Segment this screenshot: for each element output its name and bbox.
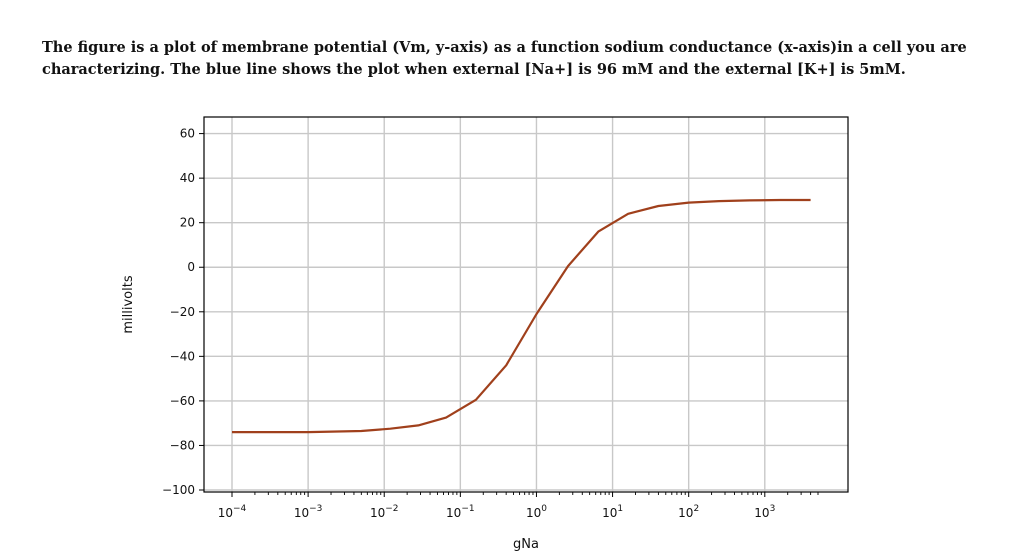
y-tick-label: −20 bbox=[170, 305, 195, 319]
plot-frame bbox=[203, 116, 849, 493]
y-axis-ticks: 60 40 20 0 −20 −40 −60 −80 −100 bbox=[162, 127, 204, 497]
x-tick-label: 101 bbox=[602, 504, 623, 520]
x-tick-exponent: −1 bbox=[461, 504, 474, 514]
x-tick-base: 10 bbox=[370, 506, 385, 520]
x-tick-exponent: 1 bbox=[617, 504, 623, 514]
x-tick-base: 10 bbox=[602, 506, 617, 520]
y-axis-label: millivolts bbox=[121, 275, 136, 333]
x-tick-label: 102 bbox=[678, 504, 699, 520]
x-tick-label: 100 bbox=[526, 504, 547, 520]
x-tick-label: 103 bbox=[754, 504, 775, 520]
x-tick-exponent: 2 bbox=[693, 504, 699, 514]
question-text: The figure is a plot of membrane potenti… bbox=[42, 37, 1002, 81]
x-tick-base: 10 bbox=[294, 506, 309, 520]
x-tick-label: 10−1 bbox=[446, 504, 475, 520]
x-tick-base: 10 bbox=[218, 506, 233, 520]
x-tick-base: 10 bbox=[446, 506, 461, 520]
x-axis-label: gNa bbox=[513, 537, 539, 552]
x-tick-exponent: −2 bbox=[385, 504, 398, 514]
y-tick-label: 0 bbox=[187, 260, 195, 274]
series-line bbox=[232, 198, 811, 434]
x-tick-exponent: −3 bbox=[309, 504, 322, 514]
x-tick-base: 10 bbox=[526, 506, 541, 520]
y-tick-label: −80 bbox=[170, 438, 195, 452]
x-tick-base: 10 bbox=[678, 506, 693, 520]
x-tick-label: 10−4 bbox=[218, 504, 247, 520]
y-tick-label: −40 bbox=[170, 349, 195, 363]
x-tick-label: 10−2 bbox=[370, 504, 399, 520]
x-tick-base: 10 bbox=[754, 506, 769, 520]
series-lines bbox=[232, 198, 811, 434]
question-line-2: characterizing. The blue line shows the … bbox=[42, 61, 906, 78]
y-tick-label: −60 bbox=[170, 394, 195, 408]
x-tick-exponent: 3 bbox=[770, 504, 776, 514]
y-tick-label: 60 bbox=[180, 127, 195, 141]
x-tick-label: 10−3 bbox=[294, 504, 323, 520]
x-tick-exponent: −4 bbox=[233, 504, 247, 514]
y-tick-label: 40 bbox=[180, 171, 195, 185]
question-line-1: The figure is a plot of membrane potenti… bbox=[42, 39, 967, 56]
x-axis-ticks: 10−4 10−3 10−2 10−1 100 101 102 103 bbox=[218, 492, 775, 520]
y-tick-label: −100 bbox=[162, 483, 195, 497]
y-tick-label: 20 bbox=[180, 216, 195, 230]
chart-grid bbox=[204, 117, 848, 492]
x-tick-exponent: 0 bbox=[541, 504, 547, 514]
